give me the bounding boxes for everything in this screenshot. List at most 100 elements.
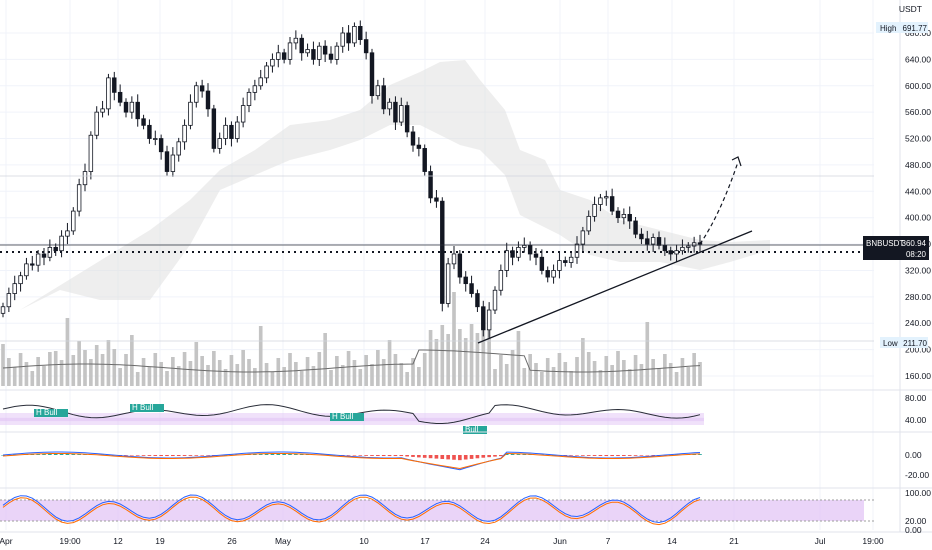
candle[interactable] xyxy=(65,222,70,245)
candle[interactable] xyxy=(369,48,375,104)
candle[interactable] xyxy=(492,286,498,314)
candle[interactable] xyxy=(475,289,480,313)
candle[interactable] xyxy=(498,264,504,296)
candle[interactable] xyxy=(358,20,363,45)
candle[interactable] xyxy=(457,250,463,284)
candle[interactable] xyxy=(276,44,281,68)
candle[interactable] xyxy=(604,190,609,206)
candle[interactable] xyxy=(211,104,217,153)
candle[interactable] xyxy=(35,250,41,272)
candle[interactable] xyxy=(440,197,445,312)
candle[interactable] xyxy=(645,230,650,251)
candle[interactable] xyxy=(363,31,369,60)
candle[interactable] xyxy=(30,255,35,271)
candle[interactable] xyxy=(123,98,129,118)
candle[interactable] xyxy=(88,131,94,180)
candle[interactable] xyxy=(6,287,12,313)
candle[interactable] xyxy=(680,239,685,255)
candle[interactable] xyxy=(117,84,123,107)
candle[interactable] xyxy=(82,163,88,192)
candle[interactable] xyxy=(410,126,416,152)
candle[interactable] xyxy=(633,217,638,239)
candle[interactable] xyxy=(445,257,451,308)
candle[interactable] xyxy=(293,30,299,50)
candle[interactable] xyxy=(188,94,193,130)
candle[interactable] xyxy=(650,233,656,252)
candle[interactable] xyxy=(59,230,64,258)
candle[interactable] xyxy=(258,69,263,90)
candle[interactable] xyxy=(387,98,392,116)
candle[interactable] xyxy=(539,249,545,275)
candle[interactable] xyxy=(252,79,258,101)
candle[interactable] xyxy=(557,252,562,279)
candle[interactable] xyxy=(147,119,152,144)
candle[interactable] xyxy=(621,208,627,225)
candle[interactable] xyxy=(393,96,398,130)
ascending-trendline[interactable] xyxy=(477,230,753,344)
candle[interactable] xyxy=(656,231,662,250)
candle[interactable] xyxy=(322,40,328,63)
candle[interactable] xyxy=(41,248,47,266)
candles[interactable] xyxy=(0,20,703,338)
candle[interactable] xyxy=(199,79,205,98)
candle[interactable] xyxy=(264,62,269,84)
candle[interactable] xyxy=(217,132,222,154)
candle[interactable] xyxy=(598,193,603,212)
candle[interactable] xyxy=(94,106,99,140)
candle[interactable] xyxy=(399,97,404,127)
candle[interactable] xyxy=(533,248,539,266)
candle[interactable] xyxy=(639,228,644,245)
candle[interactable] xyxy=(615,207,621,223)
candle[interactable] xyxy=(71,207,76,235)
candle[interactable] xyxy=(428,165,433,204)
candle[interactable] xyxy=(270,53,275,73)
candle[interactable] xyxy=(504,242,509,278)
candle[interactable] xyxy=(76,178,82,217)
candle[interactable] xyxy=(404,101,410,138)
candle[interactable] xyxy=(53,243,58,256)
candle[interactable] xyxy=(176,137,181,162)
candle[interactable] xyxy=(100,100,105,118)
candle[interactable] xyxy=(182,119,187,150)
candle[interactable] xyxy=(305,43,310,57)
candle[interactable] xyxy=(563,256,568,267)
candle[interactable] xyxy=(18,271,23,292)
candle[interactable] xyxy=(375,79,381,100)
candle[interactable] xyxy=(287,36,293,65)
candle[interactable] xyxy=(510,246,515,266)
candle[interactable] xyxy=(434,189,439,208)
candle[interactable] xyxy=(346,25,351,51)
candle[interactable] xyxy=(416,137,422,157)
candle[interactable] xyxy=(229,121,234,147)
candle[interactable] xyxy=(486,302,492,338)
candle[interactable] xyxy=(340,27,345,53)
candle[interactable] xyxy=(545,266,550,283)
candle[interactable] xyxy=(158,134,164,160)
candle[interactable] xyxy=(662,237,668,256)
candle[interactable] xyxy=(686,242,691,253)
candle[interactable] xyxy=(422,144,427,176)
candle[interactable] xyxy=(592,196,597,222)
candle[interactable] xyxy=(299,34,304,61)
candle[interactable] xyxy=(112,71,117,101)
candle[interactable] xyxy=(170,147,176,177)
drawings[interactable] xyxy=(0,156,874,344)
candle[interactable] xyxy=(205,83,211,117)
candle[interactable] xyxy=(223,117,228,146)
candle[interactable] xyxy=(129,96,135,119)
candle[interactable] xyxy=(240,97,246,128)
projection-arrow[interactable] xyxy=(699,161,739,245)
candle[interactable] xyxy=(481,300,486,337)
candle[interactable] xyxy=(153,130,158,146)
candle[interactable] xyxy=(352,22,357,47)
candle[interactable] xyxy=(164,145,170,176)
candle[interactable] xyxy=(246,88,252,113)
candle[interactable] xyxy=(328,46,334,64)
candle[interactable] xyxy=(235,116,240,143)
candle[interactable] xyxy=(194,81,199,108)
candle[interactable] xyxy=(334,42,340,65)
candle[interactable] xyxy=(381,77,386,115)
candle[interactable] xyxy=(311,41,316,65)
candle[interactable] xyxy=(451,246,457,270)
